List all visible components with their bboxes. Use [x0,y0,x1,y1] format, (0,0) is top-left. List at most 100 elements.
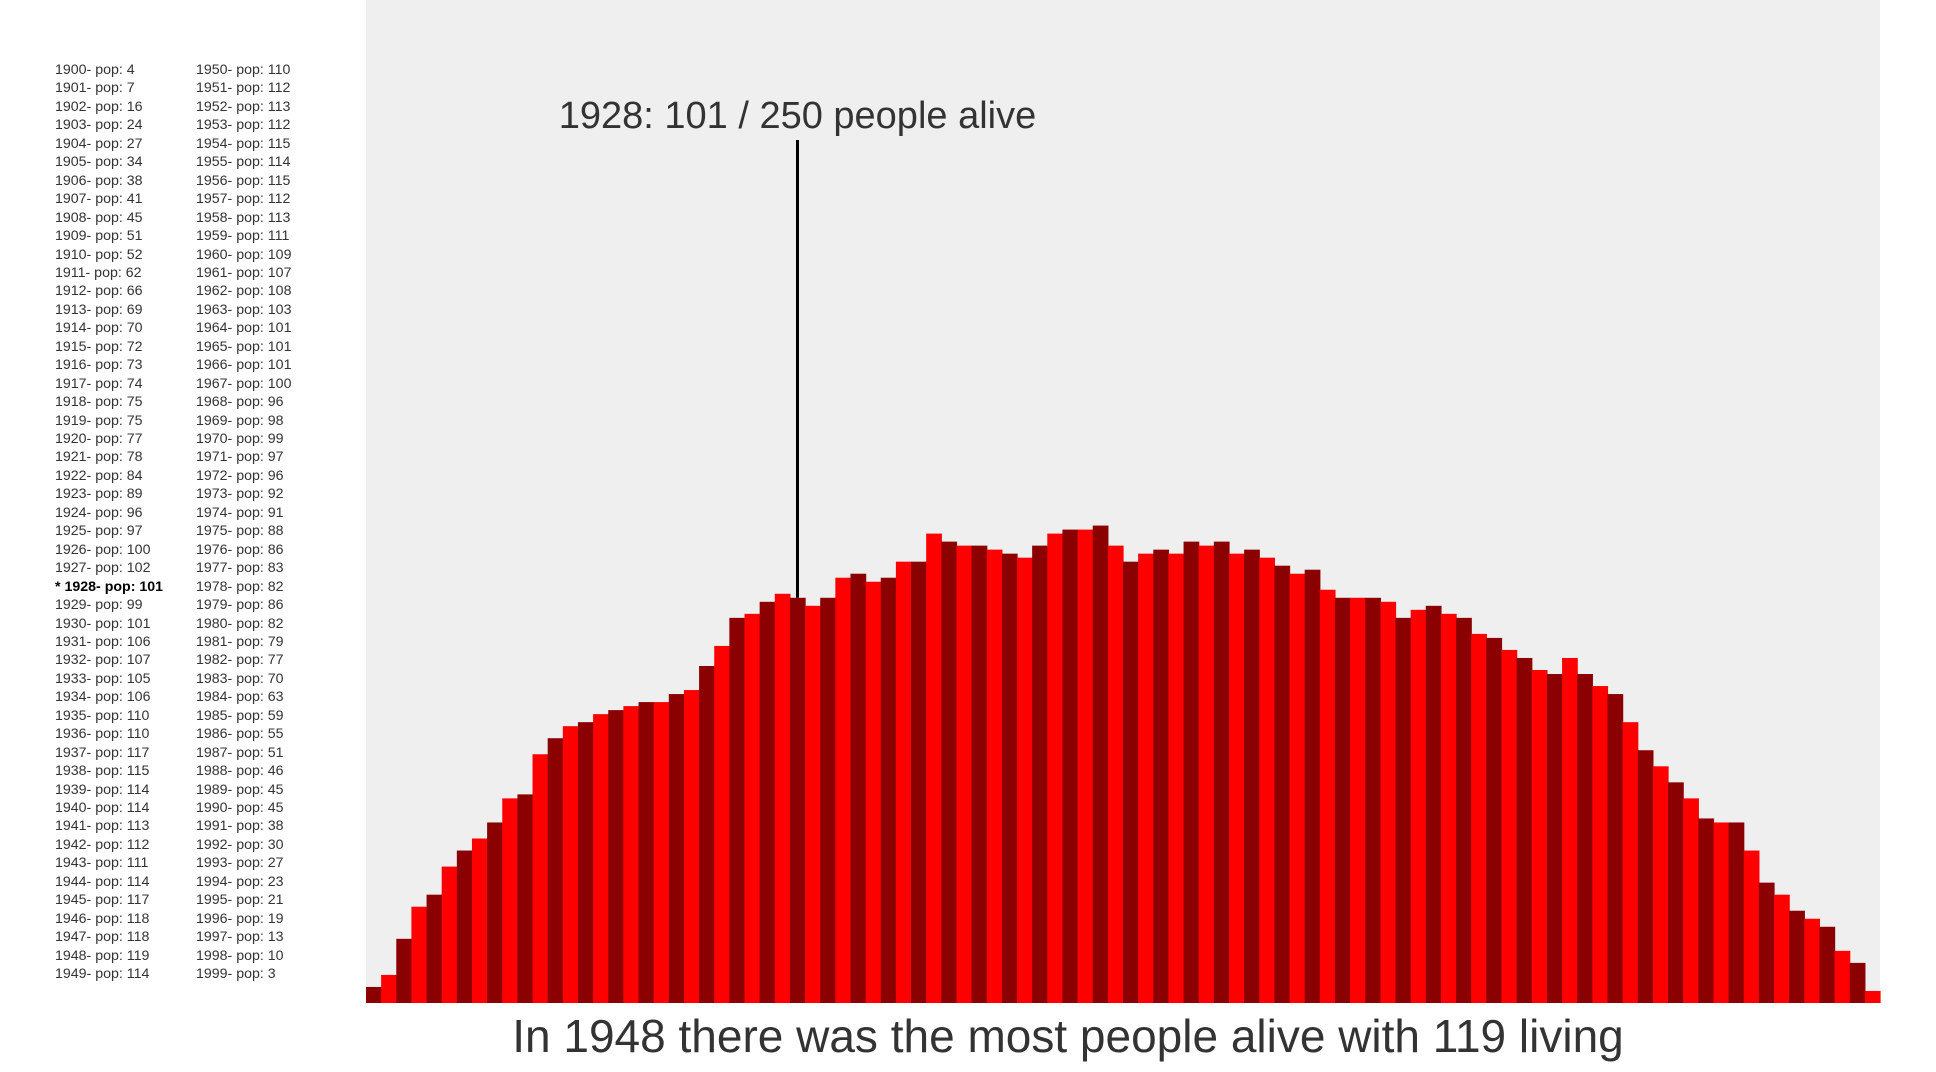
bar-1929[interactable] [805,605,821,1003]
bar-1907[interactable] [471,838,488,1003]
bar-1980[interactable] [1577,674,1593,1003]
bar-1956[interactable] [1213,541,1230,1003]
bar-1943[interactable] [1017,557,1033,1003]
bar-1969[interactable] [1410,609,1427,1003]
bar-1951[interactable] [1138,553,1154,1003]
bar-1998[interactable] [1849,962,1866,1003]
bar-1968[interactable] [1395,617,1412,1003]
bar-1976[interactable] [1516,657,1533,1003]
bar-1961[interactable] [1289,573,1306,1003]
bar-1916[interactable] [608,710,624,1003]
bar-1932[interactable] [850,573,867,1003]
bar-1917[interactable] [623,706,640,1003]
bar-1990[interactable] [1728,822,1745,1003]
bar-1971[interactable] [1440,613,1457,1003]
bar-1901[interactable] [381,974,397,1003]
bar-1927[interactable] [774,593,791,1003]
bar-1914[interactable] [577,722,594,1003]
bar-1953[interactable] [1168,553,1185,1003]
bar-1965[interactable] [1350,597,1366,1003]
bar-1902[interactable] [396,938,413,1003]
bar-1991[interactable] [1743,850,1760,1003]
bar-1924[interactable] [729,617,746,1003]
bar-1955[interactable] [1198,545,1215,1003]
bar-1970[interactable] [1425,605,1442,1003]
bar-1982[interactable] [1607,694,1624,1003]
bar-1979[interactable] [1562,657,1578,1003]
bar-1903[interactable] [411,906,428,1003]
bar-1987[interactable] [1683,798,1699,1003]
bar-1992[interactable] [1758,882,1775,1003]
bar-1912[interactable] [547,738,564,1003]
bar-1947[interactable] [1077,529,1094,1003]
bar-1919[interactable] [653,702,670,1003]
bar-1962[interactable] [1304,569,1321,1003]
bar-1936[interactable] [911,561,927,1003]
bar-1908[interactable] [487,822,503,1003]
bar-1915[interactable] [593,714,609,1003]
bar-1921[interactable] [683,690,700,1003]
bar-1920[interactable] [668,694,685,1003]
bar-1986[interactable] [1668,782,1684,1003]
bar-1977[interactable] [1531,670,1548,1003]
bar-1931[interactable] [835,577,852,1003]
bar-1925[interactable] [744,613,761,1003]
bar-1964[interactable] [1334,597,1351,1003]
bar-1922[interactable] [699,665,715,1003]
bar-1913[interactable] [562,726,579,1003]
bar-1957[interactable] [1228,553,1245,1003]
bar-1904[interactable] [426,894,443,1003]
bar-1996[interactable] [1819,926,1836,1003]
bar-1918[interactable] [638,702,655,1003]
bar-1994[interactable] [1789,910,1805,1003]
bar-1989[interactable] [1713,822,1730,1003]
bar-1975[interactable] [1501,649,1518,1003]
bar-1900[interactable] [366,986,382,1003]
bar-1940[interactable] [971,545,988,1003]
bar-1937[interactable] [926,533,942,1003]
bar-1983[interactable] [1622,722,1639,1003]
bar-1928[interactable] [789,597,806,1003]
bar-1981[interactable] [1592,686,1609,1003]
bar-1978[interactable] [1546,674,1563,1003]
bar-1988[interactable] [1698,818,1715,1003]
bar-1999[interactable] [1864,990,1881,1003]
bar-1923[interactable] [714,645,730,1003]
bar-1906[interactable] [456,850,473,1003]
bar-1946[interactable] [1062,529,1079,1003]
bar-1941[interactable] [986,549,1003,1003]
bar-1939[interactable] [956,545,973,1003]
bar-1966[interactable] [1365,597,1381,1003]
bar-1930[interactable] [820,597,836,1003]
bar-1911[interactable] [532,754,549,1003]
bar-1967[interactable] [1380,601,1397,1003]
bar-1959[interactable] [1259,557,1275,1003]
bar-1974[interactable] [1486,637,1503,1003]
bar-1935[interactable] [895,561,912,1003]
bar-1958[interactable] [1244,549,1260,1003]
bar-1942[interactable] [1001,553,1018,1003]
bar-1984[interactable] [1637,750,1654,1003]
bar-1945[interactable] [1047,533,1064,1003]
bar-1950[interactable] [1123,561,1139,1003]
bar-1934[interactable] [880,577,897,1003]
bar-1909[interactable] [502,798,518,1003]
bar-1954[interactable] [1183,541,1200,1003]
bar-1944[interactable] [1032,545,1048,1003]
bar-1938[interactable] [941,541,958,1003]
bar-1995[interactable] [1804,918,1821,1003]
bar-1933[interactable] [865,581,882,1003]
bar-1993[interactable] [1774,894,1790,1003]
bar-1960[interactable] [1274,565,1291,1003]
bar-1910[interactable] [517,794,534,1003]
bar-1948[interactable] [1092,525,1109,1003]
bar-1952[interactable] [1153,549,1170,1003]
bar-1973[interactable] [1471,633,1487,1003]
bar-1972[interactable] [1456,617,1472,1003]
bar-1963[interactable] [1319,589,1336,1003]
bar-1949[interactable] [1107,545,1124,1003]
bar-1905[interactable] [441,866,458,1003]
bar-1997[interactable] [1834,950,1851,1003]
bar-1985[interactable] [1652,766,1669,1003]
bar-1926[interactable] [759,601,776,1003]
